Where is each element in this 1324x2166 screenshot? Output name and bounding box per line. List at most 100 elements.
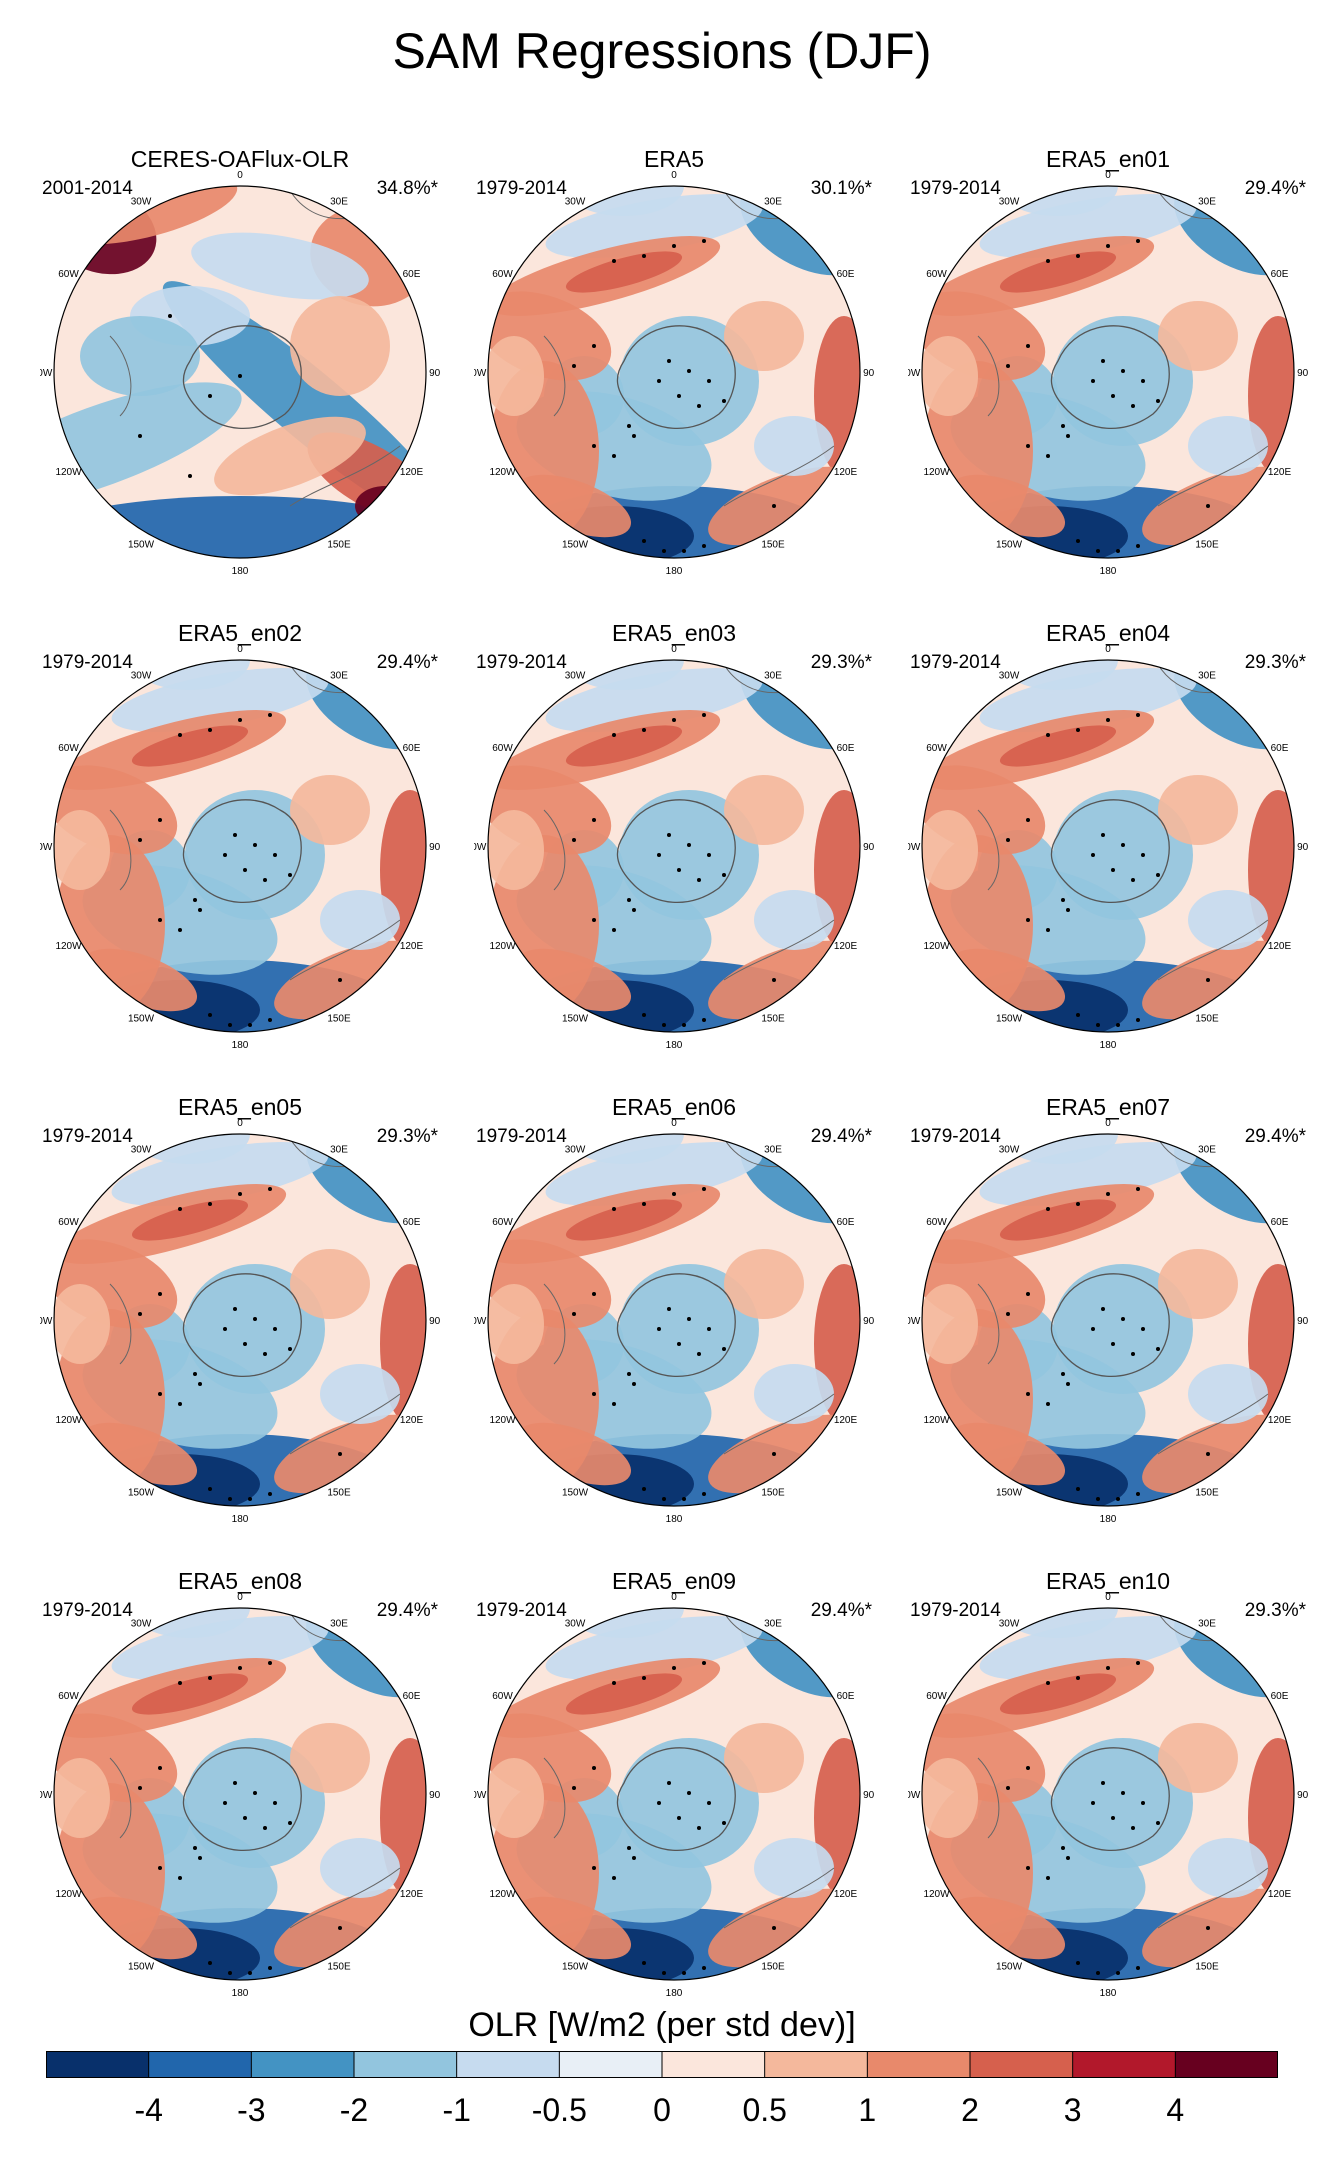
panel-variance-pct: 29.4%*: [810, 1126, 872, 1147]
colorbar-swatch: [764, 2051, 868, 2077]
longitude-label: 150E: [1195, 1014, 1219, 1025]
longitude-label: 120E: [1268, 1415, 1292, 1426]
longitude-label: 60W: [926, 1691, 947, 1702]
longitude-label: 30W: [565, 1619, 586, 1630]
panel-title: ERA5_en10: [1045, 1568, 1171, 1594]
longitude-label: 120W: [55, 941, 82, 952]
longitude-label: 90E: [429, 1790, 440, 1801]
panel-title: ERA5_en05: [177, 1094, 303, 1120]
longitude-label: 150E: [327, 540, 351, 551]
panel-title: ERA5_en07: [1045, 1094, 1171, 1120]
longitude-label: 30W: [131, 197, 152, 208]
longitude-label: 120E: [1268, 941, 1292, 952]
longitude-label: 30W: [565, 1145, 586, 1156]
panel-variance-pct: 29.4%*: [376, 652, 438, 673]
longitude-label: 120E: [1268, 1889, 1292, 1900]
longitude-label: 180: [1100, 1514, 1117, 1525]
longitude-label: 150W: [562, 1488, 589, 1499]
colorbar-tick-label: -3: [237, 2092, 265, 2128]
polar-map: 0 30E 60E 90E 120E 150E 180 150W 120W 90W 60W 30W: [40, 644, 440, 1051]
longitude-label: 150E: [327, 1962, 351, 1973]
panel-period: 1979-2014: [42, 652, 133, 673]
longitude-label: 0: [237, 1592, 243, 1603]
longitude-label: 0: [237, 1118, 243, 1129]
polar-map: 0 30E 60E 90E 120E 150E 180 150W 120W 90W 60W 30W: [474, 170, 874, 577]
longitude-label: 180: [666, 566, 683, 577]
longitude-label: 120E: [834, 467, 858, 478]
longitude-label: 30E: [1198, 1145, 1216, 1156]
longitude-label: 180: [666, 1040, 683, 1051]
colorbar-tick-label: 2: [961, 2092, 979, 2128]
colorbar-tick-label: -1: [442, 2092, 470, 2128]
longitude-label: 0: [671, 1592, 677, 1603]
longitude-label: 60E: [837, 269, 855, 280]
longitude-label: 180: [666, 1988, 683, 1999]
longitude-label: 30E: [330, 197, 348, 208]
panel-period: 1979-2014: [476, 1126, 567, 1147]
longitude-label: 180: [232, 1514, 249, 1525]
panel-period: 1979-2014: [910, 1126, 1001, 1147]
polar-map: 0 30E 60E 90E 120E 150E 180 150W 120W 90W 60W 30W: [908, 644, 1308, 1051]
longitude-label: 90W: [474, 1790, 487, 1801]
polar-map: 0 30E 60E 90E 120E 150E 180 150W 120W 90W 60W 30W: [474, 1118, 874, 1525]
longitude-label: 120W: [489, 467, 516, 478]
longitude-label: 60W: [58, 1217, 79, 1228]
colorbar-swatch: [970, 2051, 1074, 2077]
longitude-label: 150E: [1195, 1488, 1219, 1499]
longitude-label: 60W: [492, 743, 513, 754]
colorbar-swatch: [662, 2051, 766, 2077]
longitude-label: 150E: [761, 540, 785, 551]
longitude-label: 90E: [1297, 1790, 1308, 1801]
longitude-label: 180: [232, 566, 249, 577]
map-panel: 0 30E 60E 90E 120E 150E 180 150W 120W 90W 60W 30W ER…: [474, 146, 874, 586]
longitude-label: 150W: [996, 1962, 1023, 1973]
longitude-label: 60W: [58, 269, 79, 280]
longitude-label: 60E: [837, 1691, 855, 1702]
colorbar-tick-label: -4: [134, 2092, 162, 2128]
colorbar-swatch: [251, 2051, 355, 2077]
longitude-label: 30E: [1198, 197, 1216, 208]
panel-variance-pct: 29.3%*: [1244, 1600, 1306, 1621]
polar-map: 0 30E 60E 90E 120E 150E 180 150W 120W 90W 60W 30W: [474, 644, 874, 1051]
longitude-label: 150W: [996, 1488, 1023, 1499]
longitude-label: 120W: [489, 1415, 516, 1426]
longitude-label: 30W: [131, 1619, 152, 1630]
longitude-label: 0: [671, 1118, 677, 1129]
longitude-label: 30W: [999, 197, 1020, 208]
longitude-label: 150E: [761, 1014, 785, 1025]
longitude-label: 30W: [999, 1145, 1020, 1156]
longitude-label: 90E: [863, 1790, 874, 1801]
longitude-label: 60W: [492, 269, 513, 280]
colorbar-tick-label: -2: [340, 2092, 368, 2128]
longitude-label: 90E: [1297, 368, 1308, 379]
longitude-label: 90W: [474, 368, 487, 379]
panel-period: 1979-2014: [910, 652, 1001, 673]
longitude-label: 90E: [429, 368, 440, 379]
colorbar-tick-label: 4: [1166, 2092, 1184, 2128]
longitude-label: 90W: [474, 842, 487, 853]
longitude-label: 120W: [489, 941, 516, 952]
longitude-label: 120W: [55, 467, 82, 478]
longitude-label: 150W: [128, 1488, 155, 1499]
longitude-label: 30W: [131, 1145, 152, 1156]
longitude-label: 30W: [565, 197, 586, 208]
panel-period: 1979-2014: [910, 178, 1001, 199]
panel-variance-pct: 29.3%*: [1244, 652, 1306, 673]
map-panel: 0 30E 60E 90E 120E 150E 180 150W 120W 90W 60W 30W ER…: [908, 620, 1308, 1060]
longitude-label: 120W: [923, 467, 950, 478]
longitude-label: 60E: [403, 1217, 421, 1228]
polar-map: 0 30E 60E 90E 120E 150E 180 150W 120W 90W 60W 30W: [474, 1592, 874, 1999]
panel-title: ERA5_en03: [611, 620, 737, 646]
panel-variance-pct: 29.3%*: [376, 1126, 438, 1147]
longitude-label: 120E: [400, 1889, 424, 1900]
colorbar-swatch: [1175, 2051, 1278, 2077]
map-panel: 0 30E 60E 90E 120E 150E 180 150W 120W 90W 60W 30W ER…: [908, 146, 1308, 586]
longitude-label: 60W: [926, 269, 947, 280]
colorbar-swatch: [1072, 2051, 1176, 2077]
longitude-label: 0: [671, 644, 677, 655]
panel-period: 1979-2014: [910, 1600, 1001, 1621]
colorbar-tick-label: 0: [653, 2092, 671, 2128]
polar-map: 0 30E 60E 90E 120E 150E 180 150W 120W 90W 60W 30W: [40, 1118, 440, 1525]
panel-variance-pct: 34.8%*: [376, 178, 438, 199]
longitude-label: 180: [232, 1040, 249, 1051]
